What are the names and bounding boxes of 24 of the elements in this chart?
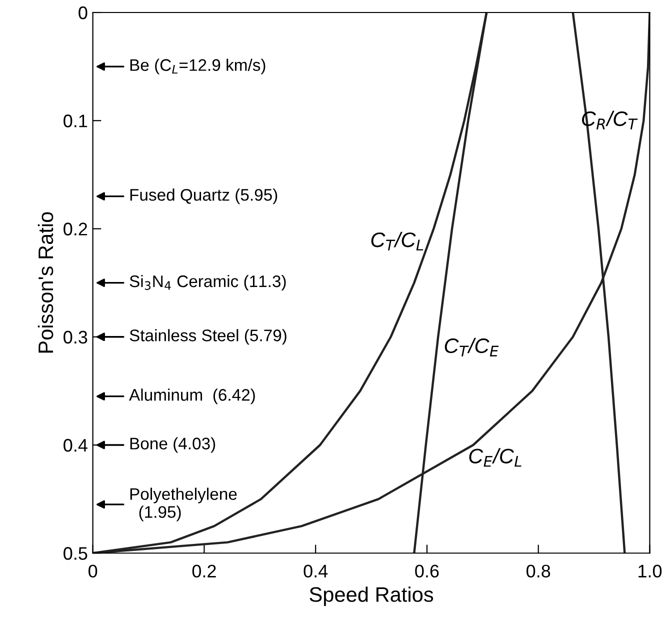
annotation: Bone (4.03) xyxy=(130,437,216,453)
annotation: Si$_{3}$N$_{4}$ Ceramic (11.3) xyxy=(130,274,286,291)
x-tick-label: 0.2 xyxy=(192,564,216,578)
annotation: Be (C$_{L}$=12.9 km/s) xyxy=(130,58,266,74)
annotation: Stainless Steel (5.79) xyxy=(130,329,286,345)
y-tick-label: 0.2 xyxy=(64,222,88,236)
x-tick-label: 0 xyxy=(88,564,98,578)
y-tick-label: 0.1 xyxy=(64,114,88,128)
y-tick-label: 0 xyxy=(78,6,88,20)
annotation: Polyethelylene (1.95) xyxy=(130,488,237,522)
x-tick-label: 0.8 xyxy=(526,564,550,578)
x-tick-label: 1.0 xyxy=(638,564,662,578)
y-tick-label: 0.4 xyxy=(64,438,88,452)
x-axis-title: Speed Ratios xyxy=(310,586,434,606)
series-label: C$_{T}$/C$_{E}$ xyxy=(444,338,499,356)
y-tick-label: 0.5 xyxy=(64,547,88,560)
y-axis-title: Poisson's Ratio xyxy=(38,212,54,353)
series-label: C$_{T}$/C$_{L}$ xyxy=(371,232,424,250)
annotation: Aluminum (6.42) xyxy=(129,388,255,404)
annotation: Fused Quartz (5.95) xyxy=(130,188,278,204)
x-tick-label: 0.6 xyxy=(415,564,439,578)
series-label: C$_{E}$/C$_{L}$ xyxy=(469,448,522,467)
y-tick-label: 0.3 xyxy=(64,330,88,344)
x-tick-label: 0.4 xyxy=(304,564,328,578)
